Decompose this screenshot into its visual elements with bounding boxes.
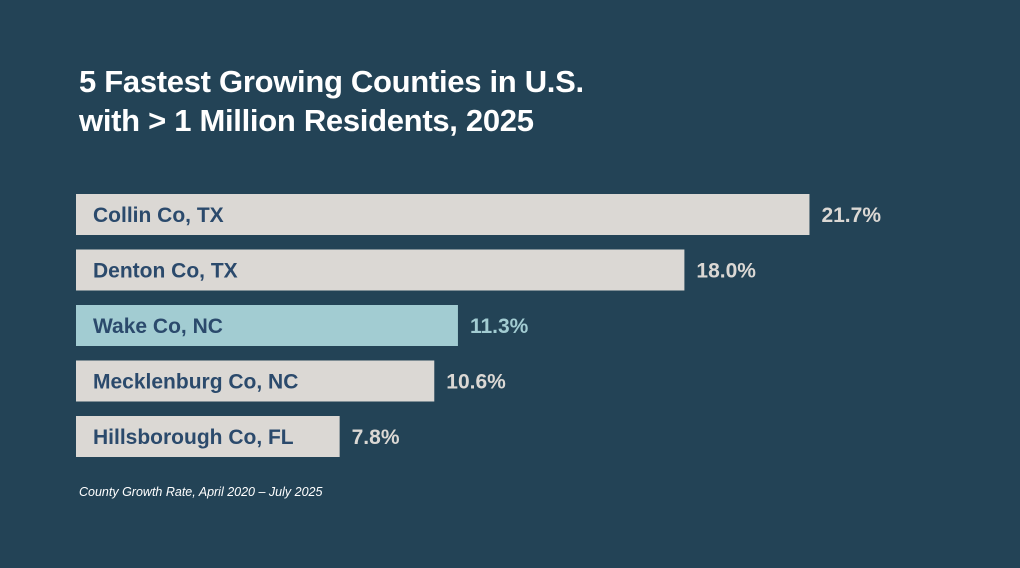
bar (76, 360, 435, 402)
category-label: Denton Co, TX (93, 260, 238, 283)
chart-title: 5 Fastest Growing Counties in U.S. with … (79, 62, 584, 140)
bar (76, 194, 810, 235)
chart-title-line-1: 5 Fastest Growing Counties in U.S. (79, 64, 584, 99)
category-label: Hillsborough Co, FL (93, 426, 294, 449)
bar (76, 305, 458, 346)
bar (76, 249, 685, 291)
value-label: 18.0% (696, 260, 756, 283)
category-label: Collin Co, TX (93, 204, 224, 227)
bar (76, 416, 340, 457)
category-label: Wake Co, NC (93, 315, 223, 338)
value-label: 7.8% (352, 426, 400, 449)
value-label: 10.6% (446, 371, 506, 394)
category-label: Mecklenburg Co, NC (93, 371, 298, 394)
value-label: 21.7% (821, 204, 881, 227)
chart-title-line-2: with > 1 Million Residents, 2025 (79, 103, 534, 138)
value-label: 11.3% (470, 315, 529, 338)
chart-note: County Growth Rate, April 2020 – July 20… (79, 485, 323, 499)
